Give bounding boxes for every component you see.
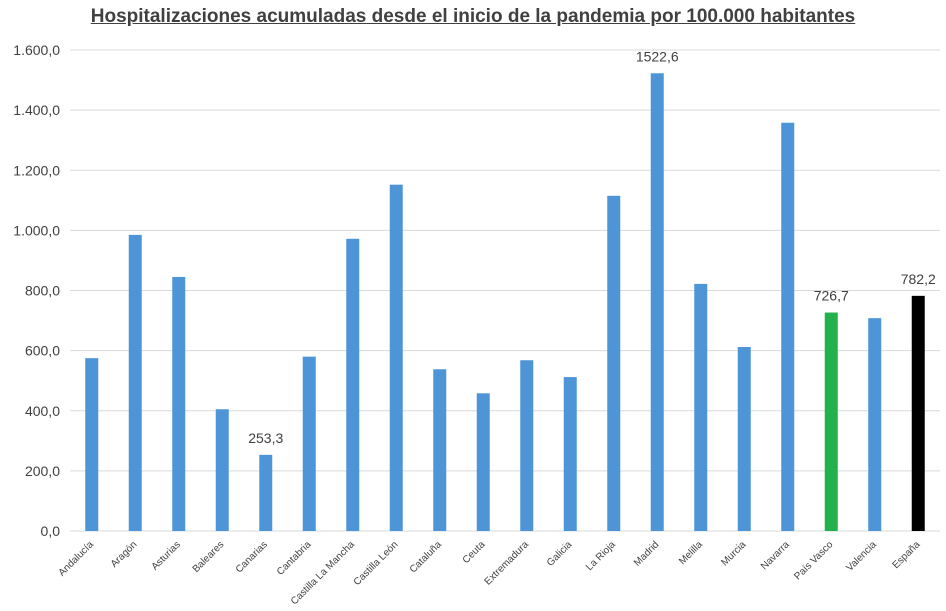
bars	[85, 73, 925, 532]
x-axis-ticks: Andalucía Aragón Asturias Baleares Canarias C…	[57, 539, 923, 607]
x-tick-label: La Rioja	[584, 539, 618, 573]
bar	[563, 377, 577, 531]
x-tick-label: Andalucía	[57, 539, 97, 579]
data-label: 726,7	[814, 288, 849, 304]
bar	[694, 283, 708, 531]
x-tick-label: País Vasco	[792, 539, 835, 582]
x-tick-label: Ceuta	[461, 539, 488, 566]
x-tick-label: Murcia	[719, 539, 748, 568]
y-tick-label: 0,0	[41, 523, 61, 539]
y-axis-ticks: 0,0 200,0 400,0 600,0 800,0 1.000,0 1.200,0 1.4…	[13, 42, 60, 539]
x-tick-label: Navarra	[759, 539, 792, 572]
y-tick-label: 1.200,0	[13, 162, 60, 178]
bar	[346, 238, 360, 532]
x-tick-label: Cataluña	[408, 539, 444, 575]
y-tick-label: 200,0	[25, 463, 60, 479]
y-tick-label: 1.000,0	[13, 222, 60, 238]
bar	[781, 122, 795, 531]
bar	[650, 73, 664, 531]
y-tick-label: 800,0	[25, 283, 60, 299]
bar	[172, 276, 186, 531]
x-tick-label: Aragón	[109, 539, 140, 570]
bar	[85, 358, 99, 531]
x-tick-label: Asturias	[150, 539, 183, 572]
bar	[128, 234, 142, 531]
bar	[433, 369, 447, 531]
x-tick-label: Madrid	[632, 539, 661, 568]
data-label: 1522,6	[636, 48, 679, 64]
x-tick-label: Melilla	[677, 539, 705, 567]
x-tick-label: Cantabria	[275, 539, 314, 578]
bar	[607, 195, 621, 531]
y-tick-label: 600,0	[25, 343, 60, 359]
x-tick-label: Canarias	[234, 539, 270, 575]
bar	[520, 360, 534, 531]
x-tick-label: Baleares	[191, 539, 227, 575]
x-tick-label: Valencia	[844, 539, 879, 574]
data-label: 253,3	[248, 430, 283, 446]
x-tick-label: España	[891, 539, 923, 571]
y-tick-label: 1.400,0	[13, 102, 60, 118]
x-tick-label: Castilla León	[352, 539, 401, 588]
bar	[215, 409, 229, 531]
bar	[824, 312, 838, 531]
y-tick-label: 1.600,0	[13, 42, 60, 58]
bar	[911, 295, 925, 531]
bar	[302, 356, 316, 531]
y-tick-label: 400,0	[25, 403, 60, 419]
bar	[476, 393, 490, 531]
chart-title: Hospitalizaciones acumuladas desde el in…	[90, 6, 856, 27]
bar	[737, 347, 751, 531]
data-label: 782,2	[901, 271, 936, 287]
x-tick-label: Extremadura	[483, 539, 532, 588]
bar	[259, 454, 273, 531]
gridlines	[70, 49, 940, 532]
data-labels: 253,3 1522,6 726,7 782,2	[248, 48, 936, 446]
x-tick-label: Galicia	[545, 539, 575, 569]
bar	[868, 318, 882, 531]
bar	[389, 184, 403, 531]
